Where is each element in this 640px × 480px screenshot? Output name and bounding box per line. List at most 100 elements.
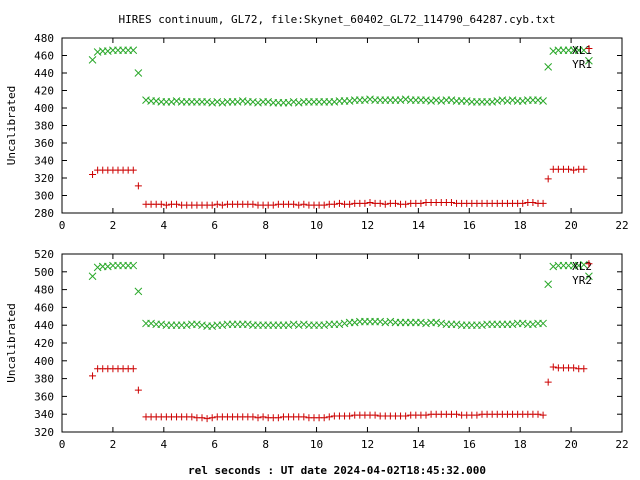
data-point [544,175,552,183]
data-point [361,199,369,207]
y-tick-label: 320 [34,426,54,439]
data-point [198,414,206,422]
y-axis-label: Uncalibrated [5,303,18,382]
data-point [249,200,257,208]
y-tick-label: 360 [34,137,54,150]
x-tick-label: 22 [615,438,628,451]
y-tick-label: 440 [34,67,54,80]
y-tick-label: 440 [34,319,54,332]
x-tick-label: 14 [412,438,426,451]
data-point [208,201,216,209]
x-tick-label: 8 [262,219,269,232]
data-point [300,413,308,421]
x-tick-label: 6 [211,219,218,232]
y-tick-label: 300 [34,190,54,203]
data-point [585,260,593,268]
data-point [346,200,354,208]
data-point [274,414,282,422]
data-point [529,199,537,206]
data-point [173,200,181,208]
data-point [417,199,425,207]
data-point [320,414,328,422]
y-tick-label: 420 [34,85,54,98]
x-tick-label: 0 [59,438,66,451]
data-point [88,56,97,64]
data-point [371,411,379,419]
data-point [519,199,527,207]
x-tick-label: 6 [211,438,218,451]
data-point [89,171,97,178]
y-tick-label: 360 [34,390,54,403]
y-tick-label: 320 [34,172,54,185]
data-point [134,182,142,190]
data-point [325,413,333,421]
data-point [402,200,410,208]
data-point [473,411,481,419]
data-point [366,199,374,206]
chart-title: HIRES continuum, GL72, file:Skynet_60402… [118,13,555,26]
x-tick-label: 20 [564,219,577,232]
y-tick-label: 460 [34,301,54,314]
data-point [218,201,226,209]
data-point [579,46,588,55]
y-tick-label: 340 [34,155,54,168]
data-point [422,411,430,419]
x-tick-label: 20 [564,438,577,451]
data-point [134,69,143,77]
data-point [539,319,547,328]
x-tick-label: 14 [412,219,426,232]
data-point [89,372,97,380]
data-point [157,200,165,208]
data-point [539,411,547,419]
data-point [134,287,143,296]
data-point [213,200,221,208]
data-point [585,56,593,65]
data-point [544,280,553,289]
data-point [453,410,461,418]
data-point [208,414,216,422]
y-tick-label: 380 [34,120,54,133]
y-axis-label: Uncalibrated [5,86,18,165]
data-point [381,200,389,208]
data-point [295,201,303,209]
x-tick-label: 18 [514,438,527,451]
data-point [346,412,354,420]
y-tick-label: 480 [34,32,54,45]
x-tick-label: 12 [361,438,374,451]
x-tick-label: 8 [262,438,269,451]
data-point [565,165,573,173]
y-tick-label: 500 [34,266,54,279]
series-YR1 [89,45,593,209]
x-tick-label: 2 [110,438,117,451]
y-tick-label: 400 [34,355,54,368]
data-point [580,365,588,373]
data-point [534,410,542,418]
data-point [402,412,410,420]
series-XL2 [88,260,593,330]
data-point [570,166,578,174]
data-point [549,363,557,371]
data-point [203,415,211,423]
data-point [300,200,308,208]
series-XL1 [88,46,593,107]
panel-2: 0 2 4 6 8 10 12 14 16 18 20 22 320 340 360 380 400 420 440… [5,248,629,451]
y-tick-label: 380 [34,373,54,386]
x-tick-label: 12 [361,219,374,232]
legend-label-XL2: XL2 [572,260,592,273]
data-point [539,97,547,105]
plot-frame [61,253,623,433]
x-tick-label: 4 [161,438,168,451]
legend-label-YR1: YR1 [572,58,592,71]
x-tick-label: 4 [161,219,168,232]
x-tick-label: 18 [514,219,527,232]
data-point [391,199,399,207]
series-YR2 [89,260,593,423]
y-tick-label: 460 [34,50,54,63]
data-point [188,413,196,421]
y-tick-label: 280 [34,207,54,220]
panel-1: 0 2 4 6 8 10 12 14 16 18 20 22 280 300 320 340 360 380 400… [5,32,629,232]
data-point [447,199,455,206]
x-tick-label: 16 [463,219,476,232]
data-point [129,166,137,174]
